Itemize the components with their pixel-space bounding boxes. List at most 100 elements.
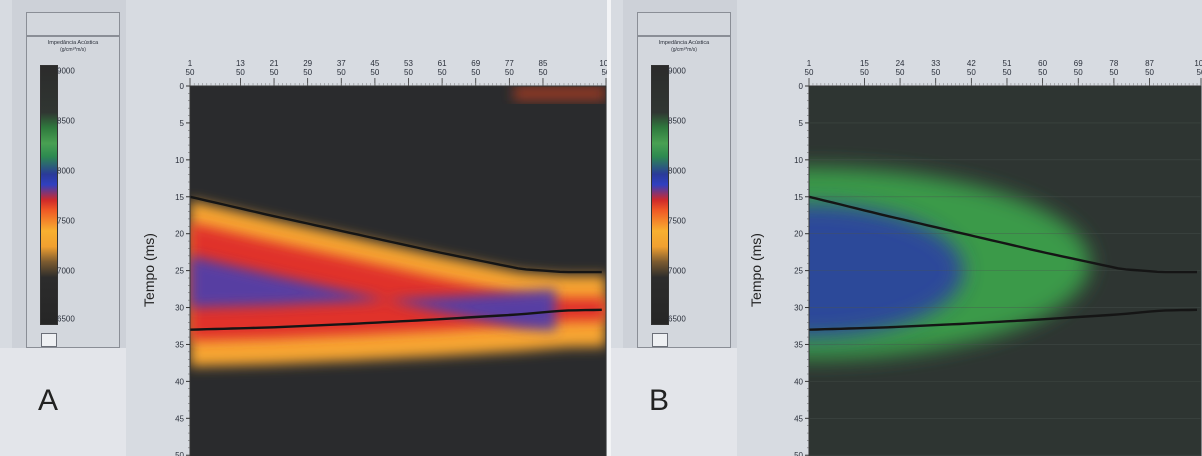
heatmap-chart-a: 0510152025303540455015013502150295037504… — [175, 59, 607, 456]
x-tick-label: 69 — [471, 59, 480, 68]
x-tick-sublabel: 50 — [236, 68, 245, 77]
x-tick-label: 85 — [539, 59, 548, 68]
x-tick-sublabel: 50 — [967, 68, 976, 77]
x-tick-sublabel: 50 — [438, 68, 447, 77]
panel-a: Impedância Acústica (g/cm³*m/s) 9000 850… — [0, 0, 607, 456]
legend-column: Impedância Acústica (g/cm³*m/s) 9000 850… — [12, 0, 126, 456]
x-tick-sublabel: 50 — [805, 68, 814, 77]
x-tick-label: 45 — [370, 59, 379, 68]
x-tick-label: 53 — [404, 59, 413, 68]
x-tick-sublabel: 50 — [931, 68, 940, 77]
x-tick-sublabel: 50 — [1074, 68, 1083, 77]
y-tick-label: 10 — [794, 156, 803, 165]
colorbar-tick: 7500 — [57, 216, 75, 226]
colorbar-tick: 7500 — [668, 216, 686, 226]
x-tick-label: 77 — [505, 59, 514, 68]
color-legend: Impedância Acústica (g/cm³*m/s) 9000 850… — [637, 36, 731, 348]
colorbar — [651, 65, 669, 325]
legend-unit: (g/cm³*m/s) — [671, 47, 697, 53]
horizon-line — [808, 195, 1197, 274]
y-tick-label: 5 — [799, 119, 804, 128]
colorbar-tick: 8000 — [57, 166, 75, 176]
x-tick-label: 60 — [1038, 59, 1047, 68]
y-tick-label: 25 — [175, 267, 184, 276]
x-tick-sublabel: 50 — [337, 68, 346, 77]
panel-label-area: B — [611, 348, 737, 456]
horizon-line — [189, 195, 602, 274]
panel-label: A — [38, 384, 59, 417]
panel-divider — [607, 0, 611, 456]
color-legend: Impedância Acústica (g/cm³*m/s) 9000 850… — [26, 36, 120, 348]
y-tick-label: 50 — [794, 451, 803, 456]
x-tick-label: 29 — [303, 59, 312, 68]
x-tick-label: 33 — [931, 59, 940, 68]
x-tick-sublabel: 50 — [471, 68, 480, 77]
y-tick-label: 15 — [794, 193, 803, 202]
x-tick-label: 1 — [188, 59, 193, 68]
legend-title: Impedância Acústica — [658, 40, 710, 46]
colorbar-tick: 8500 — [668, 116, 686, 126]
x-tick-sublabel: 50 — [896, 68, 905, 77]
colorbar-tick: 9000 — [57, 66, 75, 76]
y-axis-label: Tempo (ms) — [140, 233, 157, 307]
colorbar-tick: 6500 — [57, 314, 75, 324]
x-tick-sublabel: 50 — [602, 68, 607, 77]
impedance-band — [190, 255, 556, 331]
heatmap-chart-b: 0510152025303540455015015502450335042505… — [794, 59, 1202, 456]
legend-unit: (g/cm³*m/s) — [60, 47, 86, 53]
x-tick-label: 87 — [1145, 59, 1154, 68]
x-tick-label: 37 — [337, 59, 346, 68]
y-tick-label: 45 — [175, 414, 184, 423]
x-tick-label: 21 — [270, 59, 279, 68]
colorbar-tick: 7000 — [57, 266, 75, 276]
legend-title: Impedância Acústica — [47, 40, 99, 46]
colorbar-tick: 9000 — [668, 66, 686, 76]
x-tick-sublabel: 50 — [539, 68, 548, 77]
x-tick-label: 13 — [236, 59, 245, 68]
y-tick-label: 20 — [794, 230, 803, 239]
colorbar — [40, 65, 58, 325]
x-tick-sublabel: 50 — [1145, 68, 1154, 77]
legend-header-box — [637, 12, 731, 36]
y-tick-label: 40 — [175, 377, 184, 386]
x-tick-sublabel: 50 — [270, 68, 279, 77]
y-tick-label: 35 — [175, 340, 184, 349]
colorbar-tick: 6500 — [668, 314, 686, 324]
y-tick-label: 5 — [180, 119, 185, 128]
x-tick-sublabel: 50 — [860, 68, 869, 77]
legend-checkbox[interactable] — [41, 333, 57, 347]
horizon-line — [808, 308, 1198, 331]
x-tick-sublabel: 50 — [370, 68, 379, 77]
impedance-patch — [513, 86, 606, 101]
legend-header-box — [26, 12, 120, 36]
panel-label: B — [649, 384, 670, 417]
x-tick-sublabel: 50 — [186, 68, 195, 77]
x-tick-sublabel: 50 — [1197, 68, 1202, 77]
y-tick-label: 50 — [175, 451, 184, 456]
x-tick-label: 78 — [1109, 59, 1118, 68]
y-tick-label: 10 — [175, 156, 184, 165]
colorbar-tick: 8500 — [57, 116, 75, 126]
y-tick-label: 0 — [180, 82, 185, 91]
x-tick-label: 51 — [1003, 59, 1012, 68]
x-tick-label: 24 — [896, 59, 905, 68]
y-tick-label: 15 — [175, 193, 184, 202]
y-tick-label: 0 — [799, 82, 804, 91]
panel-b: Impedância Acústica (g/cm³*m/s) 9000 850… — [611, 0, 1202, 456]
x-tick-sublabel: 50 — [303, 68, 312, 77]
x-tick-sublabel: 50 — [1038, 68, 1047, 77]
x-tick-label: 1 — [807, 59, 812, 68]
x-tick-sublabel: 50 — [1003, 68, 1012, 77]
x-tick-label: 42 — [967, 59, 976, 68]
x-tick-sublabel: 50 — [404, 68, 413, 77]
panel-label-area: A — [0, 348, 126, 456]
x-tick-label: 100 — [1194, 59, 1202, 68]
colorbar-tick: 8000 — [668, 166, 686, 176]
y-tick-label: 45 — [794, 414, 803, 423]
y-tick-label: 30 — [175, 304, 184, 313]
x-tick-label: 61 — [438, 59, 447, 68]
legend-checkbox[interactable] — [652, 333, 668, 347]
x-tick-label: 100 — [599, 59, 607, 68]
colorbar-tick: 7000 — [668, 266, 686, 276]
x-tick-sublabel: 50 — [1109, 68, 1118, 77]
